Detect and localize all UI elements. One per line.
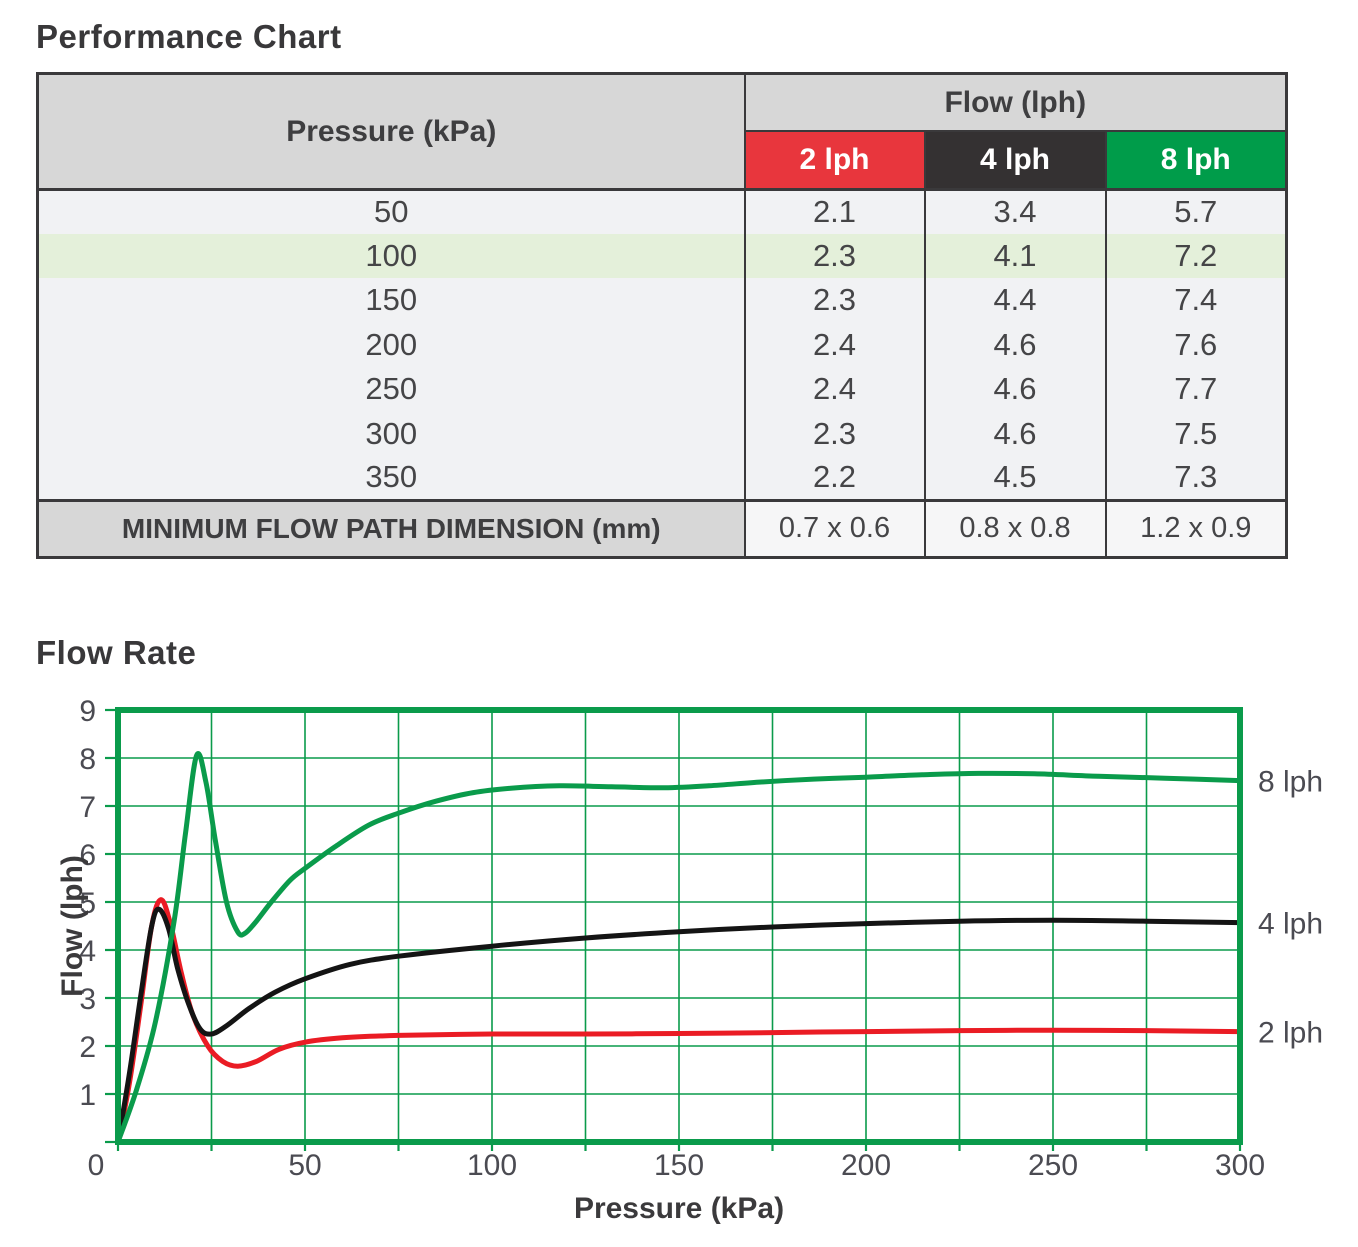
flow-value-cell: 7.6 (1104, 322, 1287, 368)
flow-value-cell: 4.4 (923, 278, 1106, 323)
min-flow-path-label: MINIMUM FLOW PATH DIMENSION (mm) (37, 498, 745, 558)
series-line-8-lph (115, 751, 1243, 1145)
x-tick-label: 150 (654, 1149, 704, 1182)
min-flow-path-value: 0.8 x 0.8 (923, 498, 1106, 558)
y-tick-label: 3 (79, 983, 96, 1016)
performance-table-body: 50 2.1 3.4 5.7 100 2.3 4.1 7.2 150 2.3 4… (37, 189, 1287, 501)
pressure-cell: 350 (37, 455, 745, 501)
flow-value-cell: 2.4 (743, 367, 925, 412)
series-header-8lph: 8 lph (1104, 131, 1287, 191)
flow-value-cell: 4.1 (923, 233, 1106, 279)
flow-value-cell: 2.4 (743, 322, 925, 368)
flow-value-cell: 5.7 (1104, 189, 1287, 234)
min-flow-path-row: MINIMUM FLOW PATH DIMENSION (mm) 0.7 x 0… (37, 498, 1287, 558)
pressure-cell: 300 (37, 411, 745, 456)
tick-labels: 1 2 3 4 5 6 7 8 9 0 50 100 150 200 250 300 (79, 695, 1265, 1182)
x-tick-label: 100 (467, 1149, 517, 1182)
flow-value-cell: 2.3 (743, 233, 925, 279)
series-line-4-lph (115, 906, 1243, 1145)
x-tick-label: 50 (288, 1149, 321, 1182)
x-tick-label: 250 (1028, 1149, 1078, 1182)
y-tick-label: 1 (79, 1079, 96, 1112)
flow-rate-chart: 1 2 3 4 5 6 7 8 9 0 50 100 150 200 250 300 2 lph 4 lph 8 l… (56, 695, 1323, 1225)
min-flow-path-value: 1.2 x 0.9 (1104, 498, 1287, 558)
axis-titles: Pressure (kPa) Flow (lph) (56, 855, 784, 1225)
table-row: 350 2.2 4.5 7.3 (37, 455, 1287, 501)
y-tick-label: 2 (79, 1031, 96, 1064)
flow-value-cell: 3.4 (923, 189, 1106, 234)
y-tick-label: 7 (79, 791, 96, 824)
y-tick-label: 9 (79, 695, 96, 728)
pressure-cell: 50 (37, 189, 745, 234)
performance-table: Pressure (kPa) Flow (lph) 2 lph 4 lph 8 … (36, 72, 1289, 559)
series-label-2-lph: 2 lph (1258, 1017, 1323, 1050)
y-tick-label: 6 (79, 839, 96, 872)
table-row: 100 2.3 4.1 7.2 (37, 233, 1287, 279)
y-tick-label: 4 (79, 935, 96, 968)
flow-rate-title: Flow Rate (36, 634, 197, 671)
flow-value-cell: 4.6 (923, 411, 1106, 456)
pressure-column-header: Pressure (kPa) (37, 73, 745, 191)
flow-value-cell: 4.6 (923, 322, 1106, 368)
series-line-2-lph (115, 897, 1243, 1145)
table-row: 300 2.3 4.6 7.5 (37, 411, 1287, 456)
y-tick-label: 8 (79, 743, 96, 776)
flow-value-cell: 7.4 (1104, 278, 1287, 323)
series-label-4-lph: 4 lph (1258, 908, 1323, 941)
pressure-cell: 100 (37, 233, 745, 279)
flow-value-cell: 2.3 (743, 411, 925, 456)
performance-chart-title: Performance Chart (36, 18, 342, 55)
table-row: 200 2.4 4.6 7.6 (37, 322, 1287, 368)
grid-lines (118, 710, 1240, 1142)
y-tick-label: 5 (79, 887, 96, 920)
flow-value-cell: 4.5 (923, 455, 1106, 501)
flow-value-cell: 7.7 (1104, 367, 1287, 412)
flow-value-cell: 2.2 (743, 455, 925, 501)
pressure-cell: 200 (37, 322, 745, 368)
flow-value-cell: 2.3 (743, 278, 925, 323)
flow-value-cell: 7.2 (1104, 233, 1287, 279)
min-flow-path-value: 0.7 x 0.6 (743, 498, 925, 558)
pressure-cell: 250 (37, 367, 745, 412)
series-labels: 2 lph 4 lph 8 lph (1258, 766, 1323, 1050)
table-row: 50 2.1 3.4 5.7 (37, 189, 1287, 234)
pressure-cell: 150 (37, 278, 745, 323)
y-axis-title: Flow (lph) (56, 855, 89, 997)
series-header-4lph: 4 lph (923, 131, 1106, 191)
x-tick-label: 300 (1215, 1149, 1265, 1182)
table-row: 150 2.3 4.4 7.4 (37, 278, 1287, 323)
flow-value-cell: 4.6 (923, 367, 1106, 412)
series-header-2lph: 2 lph (743, 131, 925, 191)
series-label-8-lph: 8 lph (1258, 766, 1323, 799)
table-row: 250 2.4 4.6 7.7 (37, 367, 1287, 412)
x-tick-label: 200 (841, 1149, 891, 1182)
origin-tick-label: 0 (88, 1149, 105, 1182)
plot-border (115, 707, 1243, 1145)
x-axis-title: Pressure (kPa) (574, 1192, 784, 1225)
flow-value-cell: 7.5 (1104, 411, 1287, 456)
flow-group-header: Flow (lph) (743, 73, 1287, 132)
flow-value-cell: 2.1 (743, 189, 925, 234)
flow-value-cell: 7.3 (1104, 455, 1287, 501)
